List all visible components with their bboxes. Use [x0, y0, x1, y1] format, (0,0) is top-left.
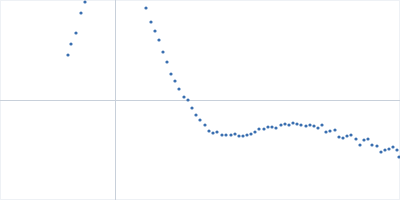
- point: [220, 133, 223, 136]
- point: [379, 150, 382, 153]
- point: [341, 136, 344, 139]
- point: [215, 130, 218, 133]
- point: [233, 132, 236, 135]
- point: [245, 133, 248, 136]
- point: [274, 126, 277, 129]
- point: [253, 130, 256, 133]
- point: [320, 123, 323, 126]
- point: [165, 60, 168, 63]
- point: [362, 138, 365, 141]
- point: [69, 42, 72, 45]
- point: [283, 122, 286, 125]
- point: [370, 143, 373, 146]
- point: [173, 79, 176, 82]
- point: [349, 133, 352, 136]
- point: [299, 123, 302, 126]
- point: [304, 124, 307, 127]
- point: [194, 113, 197, 116]
- point: [66, 53, 69, 56]
- point: [224, 133, 227, 136]
- point: [324, 130, 327, 133]
- point: [144, 6, 147, 9]
- point: [366, 137, 369, 140]
- point: [257, 127, 260, 130]
- point: [279, 123, 282, 126]
- point: [397, 155, 400, 158]
- point: [262, 127, 265, 130]
- grid-line-y: [0, 100, 400, 101]
- point: [354, 137, 357, 140]
- plot-frame: [1, 1, 400, 200]
- chart-svg: [0, 0, 400, 200]
- point: [241, 134, 244, 137]
- point: [211, 131, 214, 134]
- point: [203, 123, 206, 126]
- point: [207, 129, 210, 132]
- point: [333, 128, 336, 131]
- point: [182, 95, 185, 98]
- point: [387, 147, 390, 150]
- point: [316, 126, 319, 129]
- point: [308, 123, 311, 126]
- point: [249, 132, 252, 135]
- point: [328, 129, 331, 132]
- point: [358, 143, 361, 146]
- point: [157, 38, 160, 41]
- point: [153, 29, 156, 32]
- point: [169, 72, 172, 75]
- point: [161, 50, 164, 53]
- point: [312, 124, 315, 127]
- point: [149, 20, 152, 23]
- chart-container: [0, 0, 400, 200]
- point: [79, 11, 82, 14]
- point: [198, 118, 201, 121]
- point: [337, 135, 340, 138]
- point: [229, 133, 232, 136]
- point: [375, 144, 378, 147]
- point: [83, 0, 86, 3]
- point: [177, 87, 180, 90]
- point: [383, 148, 386, 151]
- point: [287, 123, 290, 126]
- point: [395, 148, 398, 151]
- point: [190, 106, 193, 109]
- point: [237, 134, 240, 137]
- point: [186, 98, 189, 101]
- point: [391, 145, 394, 148]
- point: [345, 134, 348, 137]
- point: [295, 122, 298, 125]
- point: [291, 121, 294, 124]
- points: [66, 0, 400, 158]
- point: [266, 125, 269, 128]
- point: [74, 31, 77, 34]
- point: [270, 125, 273, 128]
